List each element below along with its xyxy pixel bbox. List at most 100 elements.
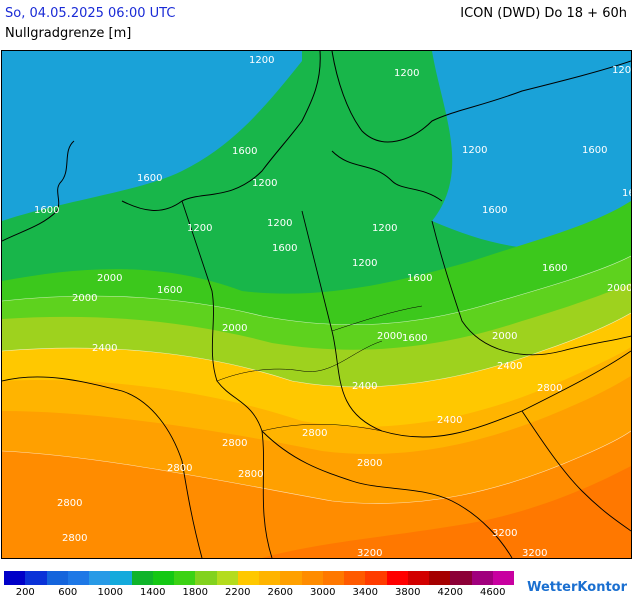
brand-logo: WetterKontor <box>527 580 627 595</box>
legend-tick-label: 4600 <box>480 587 506 598</box>
legend-swatch <box>195 571 217 585</box>
contour-labels: 1200 1200 1200 1600 1600 1600 1200 1200 1600 1600… <box>34 55 631 558</box>
legend-swatch <box>259 571 281 585</box>
coastline <box>331 150 443 202</box>
contour-label: 2000 <box>72 293 97 304</box>
region-border <box>331 305 423 332</box>
contour-label: 1600 <box>622 188 631 199</box>
legend-swatch <box>492 571 514 585</box>
contour-label: 2800 <box>222 438 247 449</box>
contour-label: 2800 <box>357 458 382 469</box>
contour-label: 1600 <box>232 146 257 157</box>
legend-tick-label: 3400 <box>352 587 378 598</box>
legend-swatch <box>407 571 429 585</box>
country-border <box>301 210 631 438</box>
freezing-level-map: 1200 1200 1200 1600 1600 1600 1200 1200 1600 1600… <box>1 50 632 559</box>
contour-label: 1600 <box>157 285 182 296</box>
legend-swatch <box>280 571 302 585</box>
contour-label: 2000 <box>222 323 247 334</box>
parameter-label: Nullgradgrenze [m] <box>5 26 132 41</box>
legend-swatch <box>216 571 238 585</box>
legend-swatch <box>67 571 89 585</box>
contour-label: 1600 <box>542 263 567 274</box>
contour-label: 3200 <box>492 528 517 539</box>
contour-line <box>2 312 631 388</box>
contour-label: 2400 <box>352 381 377 392</box>
contour-label: 2800 <box>57 498 82 509</box>
country-border <box>261 430 513 558</box>
contour-label: 2800 <box>238 469 263 480</box>
contour-label: 1200 <box>372 223 397 234</box>
legend-swatch <box>386 571 408 585</box>
legend-swatch <box>89 571 111 585</box>
country-border <box>2 376 203 558</box>
legend-swatch <box>365 571 387 585</box>
legend-tick-label: 1800 <box>182 587 208 598</box>
band-3400 <box>262 466 631 558</box>
contour-label: 1600 <box>482 205 507 216</box>
contour-label: 1600 <box>34 205 59 216</box>
legend-swatch <box>322 571 344 585</box>
legend-tick-label: 3800 <box>395 587 421 598</box>
contour-label: 2800 <box>62 533 87 544</box>
legend-swatch <box>344 571 366 585</box>
contour-label: 2000 <box>492 331 517 342</box>
coastline <box>331 51 631 143</box>
coastline <box>2 140 75 242</box>
contour-label: 1200 <box>612 65 631 76</box>
contour-label: 2400 <box>437 415 462 426</box>
contour-label: 1200 <box>252 178 277 189</box>
legend-swatch <box>46 571 68 585</box>
country-border <box>521 410 631 532</box>
contour-label: 1200 <box>187 223 212 234</box>
contour-label: 1200 <box>249 55 274 66</box>
legend-swatch <box>450 571 472 585</box>
contour-label: 1600 <box>402 333 427 344</box>
legend-swatch <box>471 571 493 585</box>
coastline <box>121 51 321 211</box>
legend-swatch <box>429 571 451 585</box>
contour-label: 1200 <box>462 145 487 156</box>
legend-tick-label: 3000 <box>310 587 336 598</box>
legend-tick-label: 4200 <box>437 587 463 598</box>
legend-swatch <box>131 571 153 585</box>
legend-tick-label: 2200 <box>225 587 251 598</box>
legend-tick-label: 1000 <box>97 587 123 598</box>
contour-label: 2800 <box>537 383 562 394</box>
color-legend <box>4 571 514 585</box>
contour-label: 2800 <box>302 428 327 439</box>
contour-label: 2000 <box>607 283 631 294</box>
contour-label: 1200 <box>352 258 377 269</box>
legend-swatch <box>25 571 47 585</box>
contour-label: 3200 <box>522 548 547 558</box>
contour-line <box>2 430 631 504</box>
contour-label: 3200 <box>357 548 382 558</box>
legend-swatch <box>301 571 323 585</box>
region-border <box>261 424 383 432</box>
contour-label: 2400 <box>92 343 117 354</box>
contour-label: 2800 <box>167 463 192 474</box>
legend-swatch <box>152 571 174 585</box>
contour-label: 2400 <box>497 361 522 372</box>
legend-ticks: 200 600 1000 1400 1800 2200 2600 3000 3400 3800 42… <box>4 587 514 601</box>
contour-label: 2000 <box>97 273 122 284</box>
contour-label: 1600 <box>137 173 162 184</box>
legend-swatch <box>237 571 259 585</box>
legend-swatch <box>174 571 196 585</box>
legend-tick-label: 200 <box>15 587 35 598</box>
legend-swatch <box>110 571 132 585</box>
contour-label: 1200 <box>394 68 419 79</box>
legend-tick-label: 600 <box>58 587 78 598</box>
region-border <box>216 340 383 382</box>
contour-label: 1200 <box>267 218 292 229</box>
contour-label: 2000 <box>377 331 402 342</box>
country-border <box>431 220 631 356</box>
legend-swatch <box>4 571 26 585</box>
forecast-datetime: So, 04.05.2025 06:00 UTC <box>5 6 176 21</box>
contour-label: 1600 <box>582 145 607 156</box>
contour-label: 1600 <box>272 243 297 254</box>
contour-label: 1600 <box>407 273 432 284</box>
legend-tick-label: 1400 <box>140 587 166 598</box>
model-run-label: ICON (DWD) Do 18 + 60h <box>460 6 627 21</box>
contour-line <box>2 255 631 326</box>
